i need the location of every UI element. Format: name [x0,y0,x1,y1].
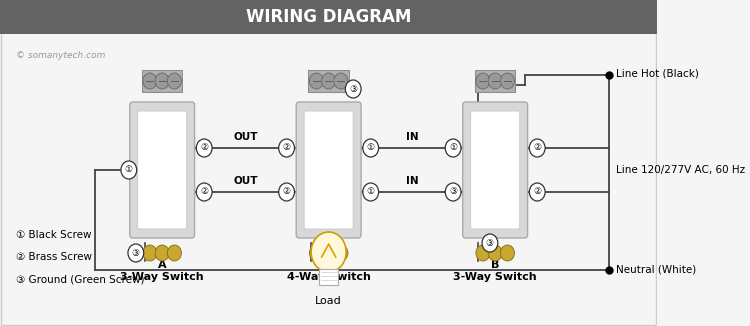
Circle shape [446,139,461,157]
Text: ①: ① [124,166,133,174]
Circle shape [196,139,212,157]
Circle shape [309,245,323,261]
Text: ③: ③ [350,84,357,94]
Circle shape [311,232,346,272]
Text: A: A [158,260,166,270]
Text: Load: Load [315,296,342,306]
Circle shape [309,73,323,89]
Text: 3-Way Switch: 3-Way Switch [120,272,204,282]
FancyBboxPatch shape [142,70,182,92]
FancyBboxPatch shape [463,102,527,238]
Circle shape [446,183,461,201]
Text: 3-Way Switch: 3-Way Switch [453,272,537,282]
Text: © somanytech.com: © somanytech.com [16,51,105,60]
FancyBboxPatch shape [475,70,515,92]
Text: ②: ② [533,143,542,153]
Circle shape [155,245,170,261]
FancyBboxPatch shape [296,102,361,238]
Circle shape [476,73,490,89]
Circle shape [334,245,348,261]
Circle shape [334,73,348,89]
Circle shape [476,245,490,261]
Text: IN: IN [406,132,418,142]
FancyBboxPatch shape [319,269,338,285]
Circle shape [142,245,157,261]
Circle shape [167,73,182,89]
Text: OUT: OUT [233,176,258,186]
Text: ①: ① [367,143,375,153]
Circle shape [482,234,498,252]
FancyBboxPatch shape [471,111,520,229]
Text: ③ Ground (Green Screw): ③ Ground (Green Screw) [16,274,144,284]
Text: ③: ③ [449,187,458,197]
Circle shape [500,245,514,261]
Text: ②: ② [283,143,291,153]
Text: 4-Way Switch: 4-Way Switch [286,272,370,282]
Circle shape [155,73,170,89]
Circle shape [279,139,295,157]
Text: ②: ② [200,187,208,197]
Text: ②: ② [200,143,208,153]
Text: Line Hot (Black): Line Hot (Black) [616,68,699,78]
Circle shape [279,183,295,201]
Circle shape [500,73,514,89]
Circle shape [363,139,379,157]
Circle shape [345,80,361,98]
Circle shape [121,161,136,179]
FancyBboxPatch shape [0,0,657,34]
Circle shape [363,183,379,201]
Text: Line 120/277V AC, 60 Hz: Line 120/277V AC, 60 Hz [616,165,746,175]
Circle shape [128,244,144,262]
Text: ② Brass Screw: ② Brass Screw [16,252,92,262]
Text: B: B [491,260,500,270]
Circle shape [167,245,182,261]
Circle shape [196,183,212,201]
Circle shape [488,73,502,89]
Circle shape [488,245,502,261]
Text: ①: ① [449,143,458,153]
Text: ③: ③ [132,248,140,258]
Text: WIRING DIAGRAM: WIRING DIAGRAM [246,8,411,26]
FancyBboxPatch shape [308,70,349,92]
Text: ③: ③ [486,239,494,247]
Text: IN: IN [406,176,418,186]
Circle shape [322,245,336,261]
FancyBboxPatch shape [137,111,187,229]
Text: Neutral (White): Neutral (White) [616,265,696,275]
FancyBboxPatch shape [304,111,353,229]
Text: ① Black Screw: ① Black Screw [16,230,92,240]
Text: ②: ② [533,187,542,197]
Text: OUT: OUT [233,132,258,142]
FancyBboxPatch shape [130,102,194,238]
Circle shape [322,73,336,89]
Circle shape [530,183,545,201]
Circle shape [142,73,157,89]
Text: ①: ① [367,187,375,197]
Circle shape [530,139,545,157]
Text: ②: ② [283,187,291,197]
